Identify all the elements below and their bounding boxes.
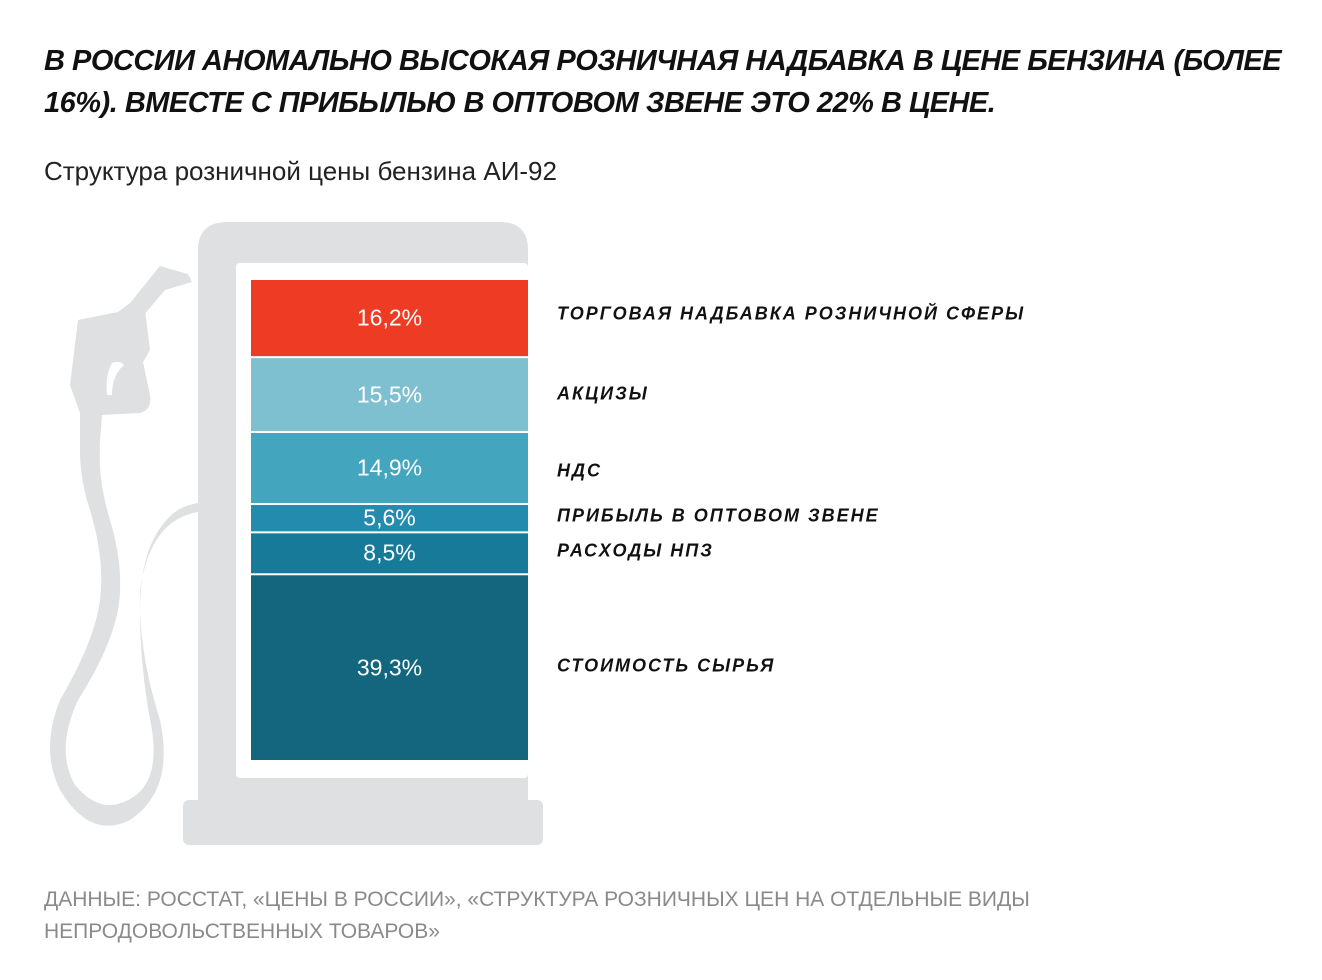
headline: В РОССИИ АНОМАЛЬНО ВЫСОКАЯ РОЗНИЧНАЯ НАД…: [44, 45, 1282, 119]
bar-segment: [251, 280, 528, 357]
bar-segment: [251, 432, 528, 504]
category-label: ПРИБЫЛЬ В ОПТОВОМ ЗВЕНЕ: [557, 505, 880, 526]
segment-value-label: 16,2%: [356, 304, 423, 331]
category-label: ТОРГОВАЯ НАДБАВКА РОЗНИЧНОЙ СФЕРЫ: [557, 303, 1026, 324]
chart-subtitle: Структура розничной цены бензина АИ-92: [44, 156, 557, 186]
category-label: АКЦИЗЫ: [557, 383, 649, 404]
bar-segment: [251, 533, 528, 574]
stacked-bar: [251, 280, 528, 760]
category-label: СТОИМОСТЬ СЫРЬЯ: [557, 655, 776, 676]
bar-segment: [251, 505, 528, 532]
category-label: РАСХОДЫ НПЗ: [557, 540, 714, 561]
category-label: НДС: [557, 460, 602, 481]
segment-value-label: 8,5%: [363, 539, 416, 566]
bar-segment: [251, 575, 528, 760]
source-note: ДАННЫЕ: РОССТАТ, «ЦЕНЫ В РОССИИ», «СТРУК…: [44, 888, 1030, 943]
segment-value-label: 39,3%: [356, 654, 423, 681]
segment-value-label: 14,9%: [356, 454, 423, 481]
segment-value-label: 15,5%: [356, 381, 423, 408]
segment-value-label: 5,6%: [363, 504, 416, 531]
bar-segment: [251, 358, 528, 431]
